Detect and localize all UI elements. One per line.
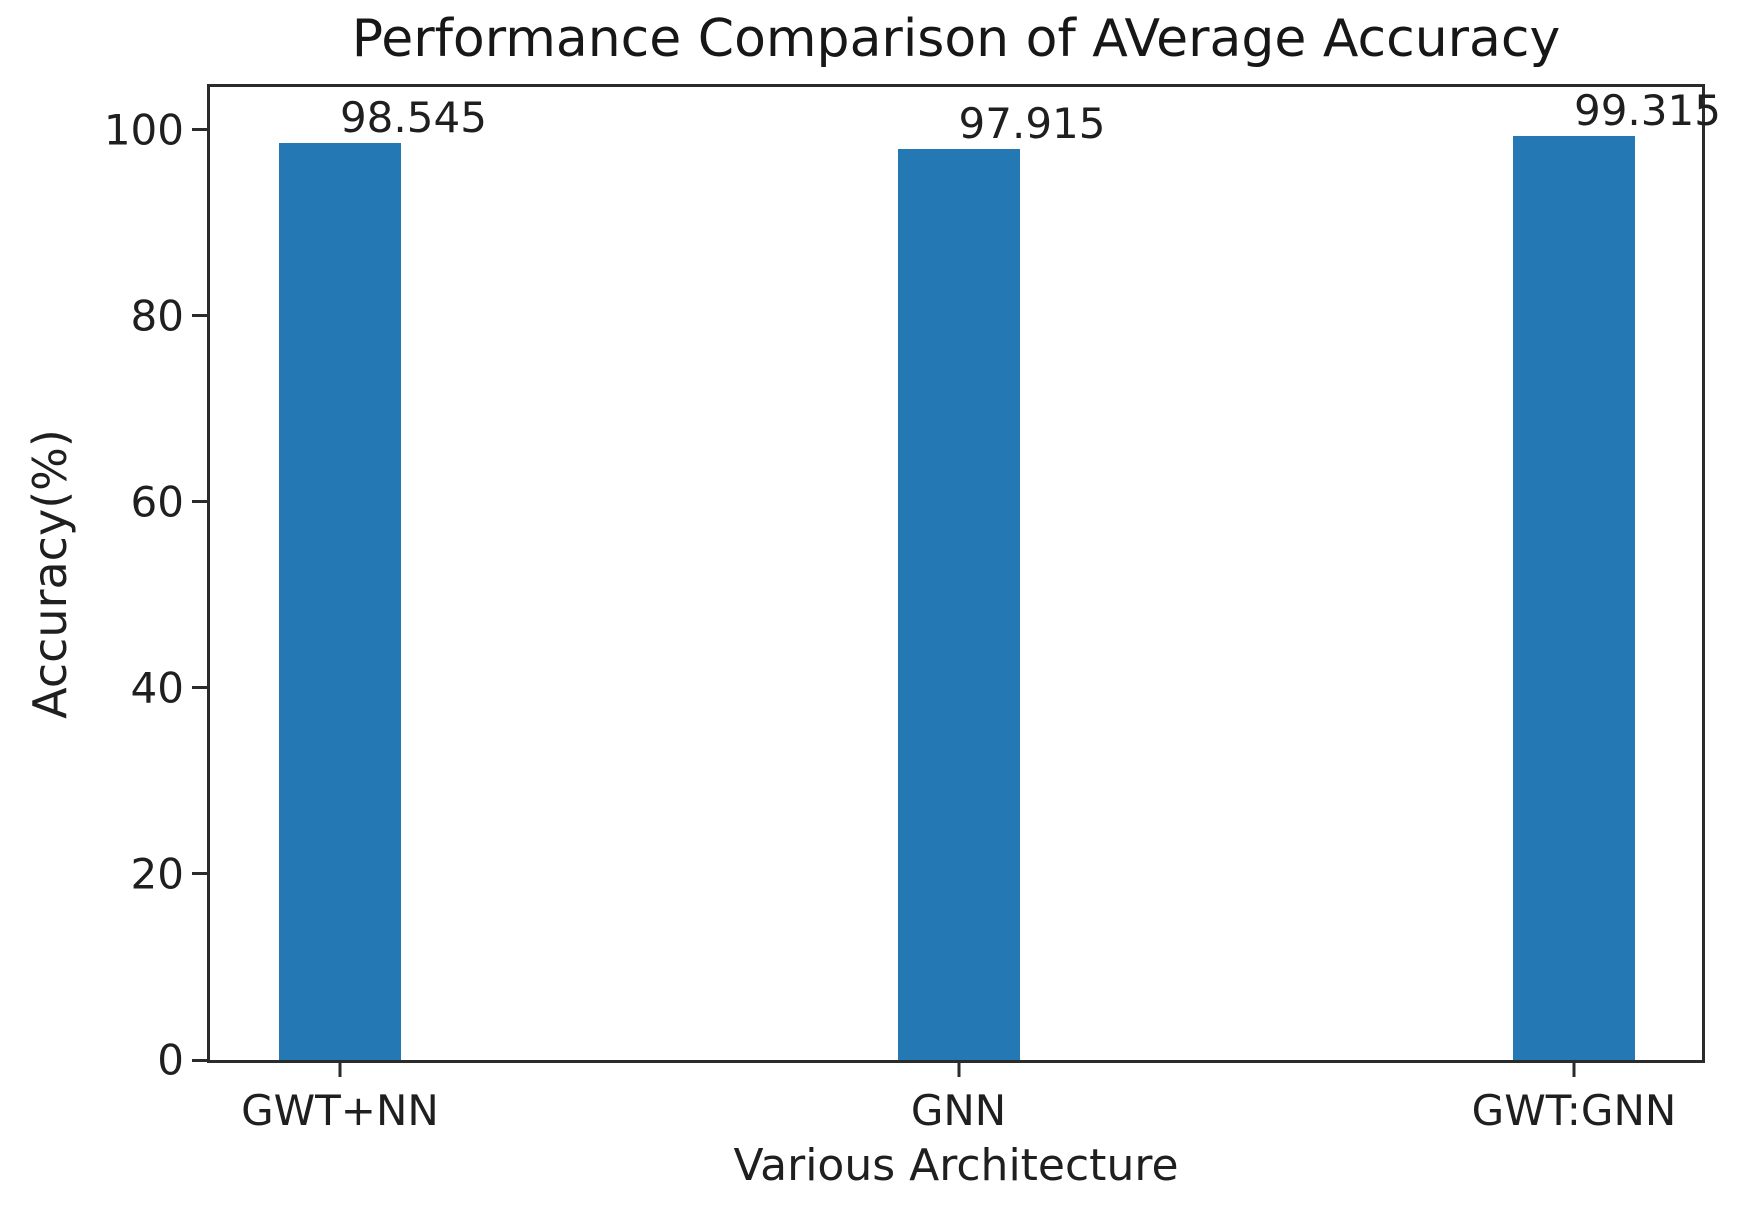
y-tick-mark xyxy=(192,500,207,504)
y-tick-mark xyxy=(192,314,207,318)
x-axis-label: Various Architecture xyxy=(733,1140,1179,1191)
bar-value-label: 97.915 xyxy=(958,99,1106,149)
axes-spine-right xyxy=(1702,84,1705,1063)
plot-area: 0 20 40 60 80 100 98.545 GWT+NN 97.915 GNN 99.315 G… xyxy=(104,84,1721,1135)
y-tick-mark xyxy=(192,872,207,876)
x-tick-mark xyxy=(957,1061,961,1077)
axes-spine-left xyxy=(207,84,210,1063)
y-tick-mark xyxy=(192,686,207,690)
bar xyxy=(897,149,1020,1060)
axes-spine-top xyxy=(207,84,1705,87)
y-tick-label: 40 xyxy=(130,663,184,713)
axes-spine-bottom xyxy=(207,1060,1705,1063)
y-tick-label: 100 xyxy=(103,105,184,155)
bar-value-label: 98.545 xyxy=(339,93,487,143)
y-tick-label: 60 xyxy=(130,477,184,527)
x-tick-label: GWT:GNN xyxy=(1471,1086,1677,1135)
x-tick-mark xyxy=(1572,1061,1576,1077)
x-tick-label: GWT+NN xyxy=(241,1086,439,1135)
y-tick-label: 20 xyxy=(130,849,184,899)
y-tick-label: 0 xyxy=(157,1035,184,1085)
x-tick-label: GNN xyxy=(910,1086,1007,1135)
y-axis-label: Accuracy(%) xyxy=(23,428,77,719)
y-tick-label: 80 xyxy=(130,291,184,341)
bar xyxy=(278,143,401,1060)
bar xyxy=(1512,136,1635,1060)
y-tick-mark xyxy=(192,128,207,132)
y-axis-label-container: Accuracy(%) xyxy=(20,87,80,1060)
y-tick-mark xyxy=(192,1058,207,1062)
bar-value-label: 99.315 xyxy=(1573,86,1721,136)
chart-title: Performance Comparison of AVerage Accura… xyxy=(351,9,1561,69)
x-tick-mark xyxy=(338,1061,342,1077)
